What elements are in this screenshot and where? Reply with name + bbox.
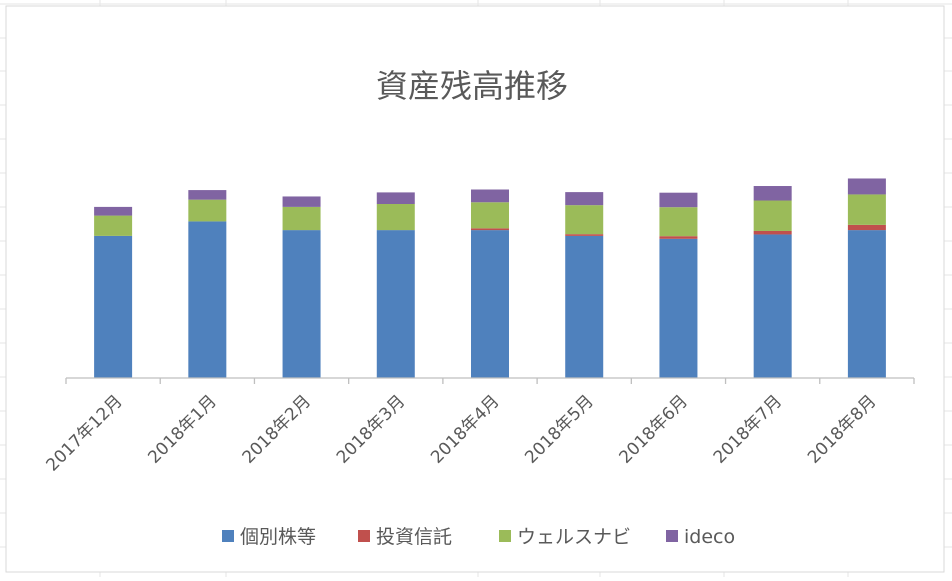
bar-segment <box>471 228 509 231</box>
bar-segment <box>565 235 604 378</box>
legend-label: ウェルスナビ <box>517 526 631 548</box>
legend-label: 個別株等 <box>240 526 316 548</box>
bar-segment <box>847 178 886 195</box>
bar-segment <box>659 238 698 378</box>
bar-segment <box>847 194 886 225</box>
bar-segment <box>188 199 227 222</box>
bar-segment <box>471 189 509 203</box>
legend: 個別株等 投資信託 ウェルスナビ ideco <box>222 526 735 548</box>
bar-segment <box>659 236 698 239</box>
bar-segment <box>565 205 604 235</box>
bar-segment <box>753 230 792 235</box>
bar-segment <box>188 221 227 378</box>
bar-segment <box>471 230 509 378</box>
legend-label: 投資信託 <box>376 526 452 548</box>
bar-segment <box>94 235 133 378</box>
bar-segment <box>753 234 792 378</box>
bar-segment <box>847 230 886 378</box>
legend-label: ideco <box>684 526 735 548</box>
bar-segment <box>471 202 509 229</box>
legend-swatch <box>499 530 511 542</box>
chart-title: 資産残高推移 <box>376 67 568 105</box>
bar-segment <box>376 230 415 378</box>
bar-segment <box>659 207 698 237</box>
bar-segment <box>94 215 133 236</box>
bar-segment <box>753 186 792 201</box>
bar-segment <box>94 206 133 216</box>
bar-segment <box>753 200 792 231</box>
bar-segment <box>188 190 227 200</box>
legend-swatch <box>358 530 370 542</box>
bar-segment <box>282 230 321 378</box>
bar-segment <box>376 192 415 204</box>
bar-segment <box>376 204 415 231</box>
legend-swatch <box>222 530 234 542</box>
bar-segment <box>847 224 886 231</box>
bar-segment <box>282 196 321 207</box>
x-axis-ticks <box>65 378 915 384</box>
bar-segment <box>659 192 698 208</box>
bar-segment <box>282 206 321 231</box>
bar-segment <box>565 234 604 236</box>
bar-marks <box>94 178 886 378</box>
bar-segment <box>565 192 604 206</box>
legend-swatch <box>666 530 678 542</box>
